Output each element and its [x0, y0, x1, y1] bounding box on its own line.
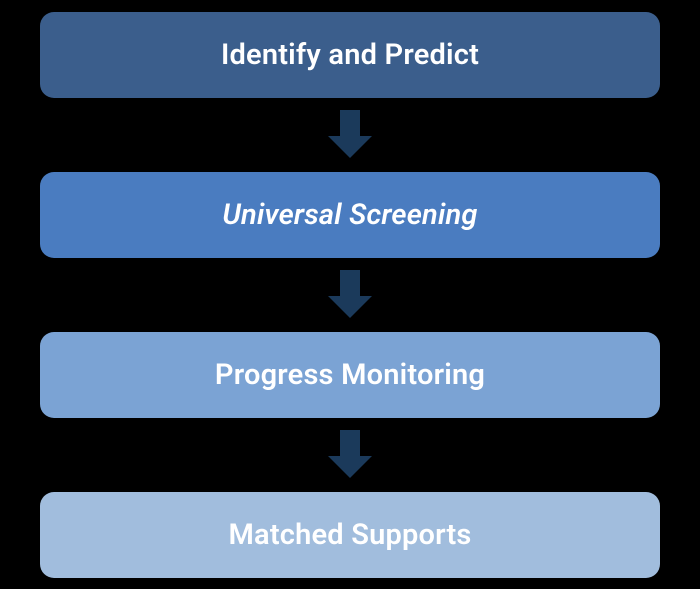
stage-monitoring: Progress Monitoring [40, 332, 660, 418]
stage-label: Identify and Predict [221, 38, 479, 72]
stage-identify: Identify and Predict [40, 12, 660, 98]
arrow-down-icon [328, 270, 372, 318]
flowchart: Identify and Predict Universal Screening… [40, 12, 660, 578]
stage-label: Progress Monitoring [215, 358, 485, 392]
arrow-down-icon [328, 430, 372, 478]
stage-label: Matched Supports [228, 518, 471, 552]
arrow-down-icon [328, 110, 372, 158]
stage-label: Universal Screening [222, 198, 477, 232]
stage-supports: Matched Supports [40, 492, 660, 578]
stage-screening: Universal Screening [40, 172, 660, 258]
